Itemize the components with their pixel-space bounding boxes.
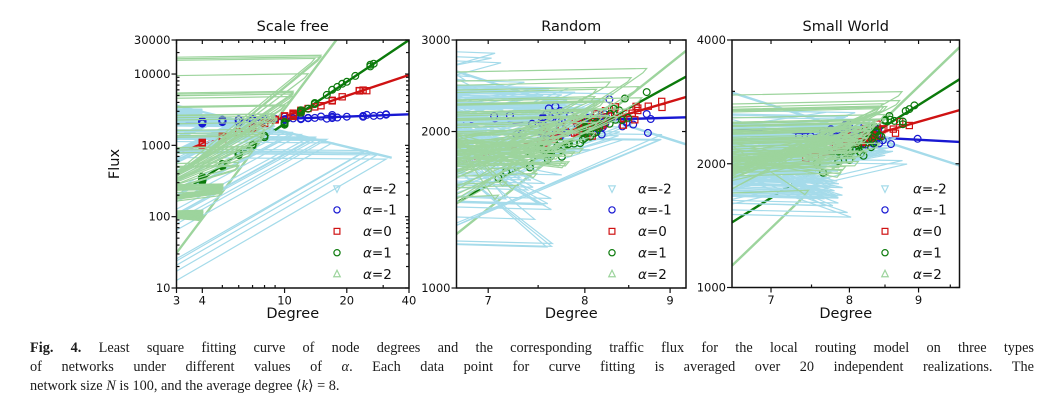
y-tick-label: 2000 <box>697 157 726 171</box>
plot-border <box>455 39 687 289</box>
legend-label: α=2 <box>638 267 667 283</box>
legend-label: α=-1 <box>913 203 947 219</box>
scatter-points <box>456 51 666 248</box>
y-tick-label: 1000 <box>141 138 170 152</box>
chart-title: Scale free <box>257 19 329 35</box>
random-chart: 7 8 9 1000 2000 3000 Random Degree α=-2 α=-1 α=0 α=… <box>421 19 687 322</box>
y-tick-label: 1000 <box>421 281 450 295</box>
chart-title: Small World <box>803 19 889 35</box>
chart-title: Random <box>541 19 601 35</box>
legend-label: α=-1 <box>638 203 672 219</box>
y-tick-label: 10000 <box>134 67 171 81</box>
legend-label: α=-2 <box>363 181 397 197</box>
caption-line: Fig. 4. Least square fitting curve of no… <box>30 340 1034 356</box>
y-axis-label: Flux <box>107 149 123 180</box>
legend-label: α=2 <box>913 267 942 283</box>
y-tick-label: 3000 <box>421 33 450 47</box>
small-world-chart: 7 8 9 1000 2000 4000 Small World Degree α=-2 α=-1… <box>697 19 961 322</box>
x-tick-label: 40 <box>402 294 417 308</box>
y-tick-label: 1000 <box>697 281 726 295</box>
x-tick-label: 9 <box>666 294 673 308</box>
legend-label: α=-1 <box>363 203 397 219</box>
scatter-points <box>732 91 922 218</box>
legend-label: α=1 <box>638 246 667 262</box>
legend-label: α=1 <box>363 246 392 262</box>
caption-line: of networks under different values of α.… <box>30 359 1035 376</box>
legend-label: α=0 <box>913 224 942 240</box>
legend-label: α=-2 <box>913 181 947 197</box>
x-tick-label: 20 <box>339 294 354 308</box>
x-tick-label: 7 <box>485 294 492 308</box>
legend-label: α=-2 <box>638 181 672 197</box>
y-tick-label: 100 <box>149 210 171 224</box>
legend-label: α=0 <box>363 224 392 240</box>
x-axis-label: Degree <box>266 306 319 322</box>
scatter-points <box>176 54 391 282</box>
x-tick-label: 7 <box>767 293 774 307</box>
x-tick-label: 3 <box>173 294 180 308</box>
x-tick-label: 8 <box>846 293 853 307</box>
x-axis-label: Degree <box>819 306 872 322</box>
y-tick-label: 2000 <box>421 125 450 139</box>
caption-line: network size N is 100, and the average d… <box>30 378 340 395</box>
plot-border <box>175 39 410 289</box>
x-tick-label: 8 <box>581 294 588 308</box>
x-tick-label: 9 <box>915 293 922 307</box>
y-tick-label: 10 <box>156 281 171 295</box>
legend-label: α=2 <box>363 267 392 283</box>
scale-free-chart: 3 4 10 20 40 10 100 1000 10000 30000 Scale free Deg… <box>107 19 417 322</box>
y-tick-label: 4000 <box>697 33 726 47</box>
x-axis-label: Degree <box>545 306 598 322</box>
legend-label: α=1 <box>913 246 942 262</box>
figure-caption: Fig. 4. Least square fitting curve of no… <box>30 339 1034 397</box>
x-tick-label: 4 <box>199 294 206 308</box>
legend-label: α=0 <box>638 224 667 240</box>
x-tick-label: 10 <box>277 294 292 308</box>
y-tick-label: 30000 <box>134 33 171 47</box>
